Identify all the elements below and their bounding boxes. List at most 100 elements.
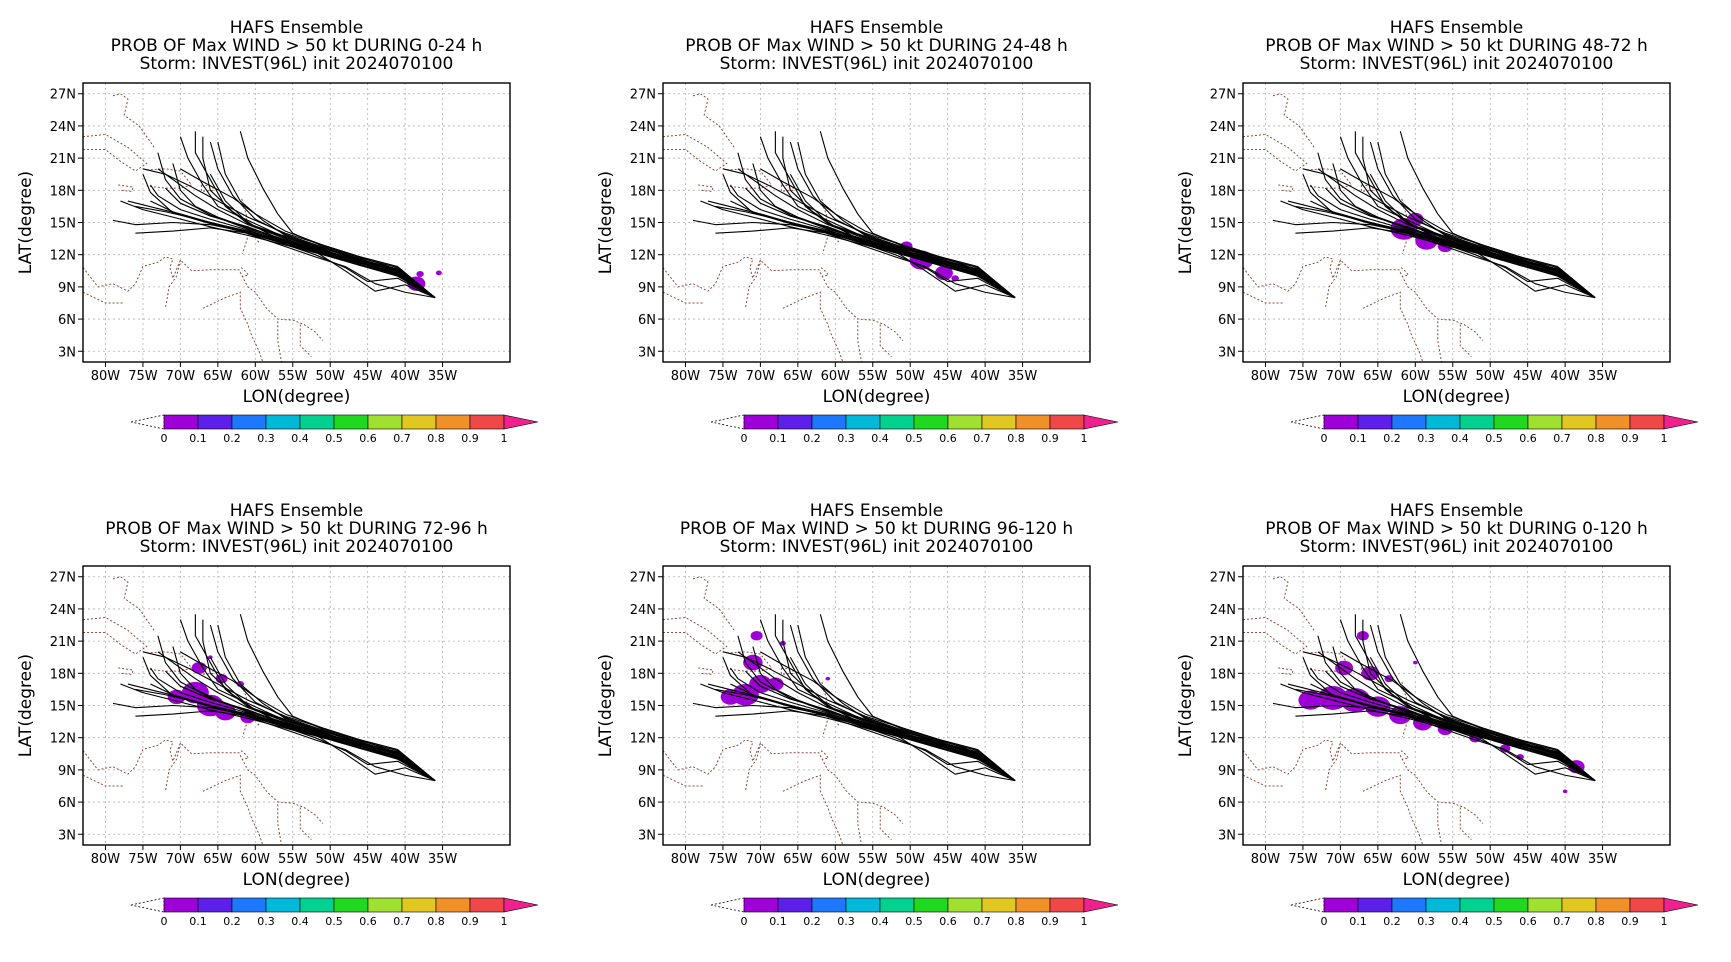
colorbar-swatch [367, 414, 403, 430]
coastline [200, 667, 214, 675]
colorbar-swatch [265, 897, 301, 913]
ensemble-track [819, 131, 1016, 299]
colorbar: 0 0.1 0.2 0.3 0.4 0.5 0.6 0.7 0.8 0.9 1 [130, 897, 539, 928]
coastline [1272, 576, 1315, 631]
x-axis-label: LON(degree) [823, 870, 931, 890]
coastline [83, 133, 148, 172]
x-axis-label: LON(degree) [823, 387, 931, 407]
colorbar-label: 1 [1081, 432, 1088, 445]
colorbar-label: 0.4 [1451, 915, 1469, 928]
ensemble-track [1302, 657, 1596, 782]
ensemble-track [789, 624, 1016, 782]
colorbar-swatch [265, 414, 301, 430]
ensemble-track [722, 168, 1016, 299]
x-tick-label: 35W [1008, 369, 1038, 384]
y-tick-label: 6N [58, 796, 76, 811]
y-tick-label: 24N [630, 120, 656, 135]
x-tick-label: 55W [858, 852, 888, 867]
coastline [1272, 93, 1315, 148]
coastline [164, 742, 181, 792]
ensemble-track [142, 174, 436, 299]
y-tick-label: 3N [638, 828, 656, 843]
colorbar-swatch [401, 897, 437, 913]
colorbar-label: 0.8 [1587, 915, 1605, 928]
colorbar-swatch [1561, 897, 1597, 913]
y-tick-label: 27N [50, 571, 76, 586]
x-tick-label: 35W [428, 852, 458, 867]
colorbar-swatch [231, 897, 267, 913]
x-tick-label: 45W [1513, 852, 1543, 867]
colorbar-label: 0.1 [769, 432, 787, 445]
y-tick-label: 21N [630, 635, 656, 650]
ensemble-track [774, 614, 1016, 782]
y-tick-label: 18N [1210, 667, 1236, 682]
colorbar-over-arrow [503, 897, 539, 913]
colorbar-swatch [401, 414, 437, 430]
colorbar-swatch [163, 414, 199, 430]
y-tick-label: 9N [58, 764, 76, 779]
colorbar-swatch [163, 897, 199, 913]
panel-title-line-1: HAFS Ensemble [810, 18, 943, 38]
y-tick-label: 9N [638, 281, 656, 296]
colorbar-swatch [1459, 414, 1495, 430]
colorbar-label: 0.8 [1587, 432, 1605, 445]
x-tick-label: 40W [970, 369, 1000, 384]
y-tick-label: 9N [1218, 281, 1236, 296]
y-axis-label: LAT(degree) [596, 654, 616, 757]
colorbar-label: 0.6 [1519, 915, 1537, 928]
panel-title-line-1: HAFS Ensemble [230, 501, 363, 521]
x-tick-label: 35W [1588, 369, 1618, 384]
x-tick-label: 55W [1438, 852, 1468, 867]
colorbar-label: 0 [161, 915, 168, 928]
coastline [1324, 259, 1341, 309]
panel-title-line-3: Storm: INVEST(96L) init 2024070100 [1300, 54, 1614, 74]
y-tick-label: 12N [1210, 249, 1236, 264]
x-tick-label: 70W [1326, 852, 1356, 867]
panel-title-line-1: HAFS Ensemble [1390, 18, 1523, 38]
y-tick-label: 9N [58, 281, 76, 296]
ensemble-track [157, 635, 436, 782]
colorbar-swatch [197, 414, 233, 430]
y-tick-label: 15N [630, 700, 656, 715]
y-tick-label: 15N [1210, 700, 1236, 715]
plot-area [663, 83, 1090, 362]
coastline [1243, 133, 1308, 172]
colorbar-swatch [333, 414, 369, 430]
x-tick-label: 75W [708, 369, 738, 384]
ensemble-track [157, 152, 436, 299]
colorbar-swatch [1323, 414, 1359, 430]
colorbar-under-arrow [710, 414, 745, 430]
coastline [820, 267, 830, 277]
coastline [698, 667, 714, 675]
colorbar-label: 0 [741, 432, 748, 445]
panel-title-line-1: HAFS Ensemble [230, 18, 363, 38]
colorbar-label: 0.5 [905, 432, 923, 445]
panel-title-line-2: PROB OF Max WIND > 50 kt DURING 48-72 h [1265, 36, 1647, 56]
probability-shading [951, 275, 959, 282]
x-tick-label: 65W [203, 369, 233, 384]
coastline [1243, 291, 1285, 304]
x-axis-label: LON(degree) [1403, 387, 1511, 407]
colorbar-label: 0 [161, 432, 168, 445]
coastline [857, 804, 863, 845]
y-tick-label: 6N [638, 313, 656, 328]
x-tick-label: 60W [241, 369, 271, 384]
ensemble-track [722, 651, 1016, 782]
x-tick-label: 60W [821, 852, 851, 867]
colorbar-swatch [1357, 897, 1393, 913]
colorbar-swatch [1357, 414, 1393, 430]
coastline [200, 184, 214, 192]
y-tick-label: 6N [1218, 313, 1236, 328]
probability-shading [1298, 690, 1323, 710]
colorbar-label: 0.6 [1519, 432, 1537, 445]
x-tick-label: 70W [746, 852, 776, 867]
colorbar-swatch [811, 897, 847, 913]
colorbar-swatch [1323, 897, 1359, 913]
x-tick-label: 40W [390, 852, 420, 867]
x-tick-label: 45W [353, 369, 383, 384]
x-tick-label: 80W [1251, 369, 1281, 384]
x-tick-label: 75W [128, 852, 158, 867]
ensemble-track [180, 168, 436, 299]
